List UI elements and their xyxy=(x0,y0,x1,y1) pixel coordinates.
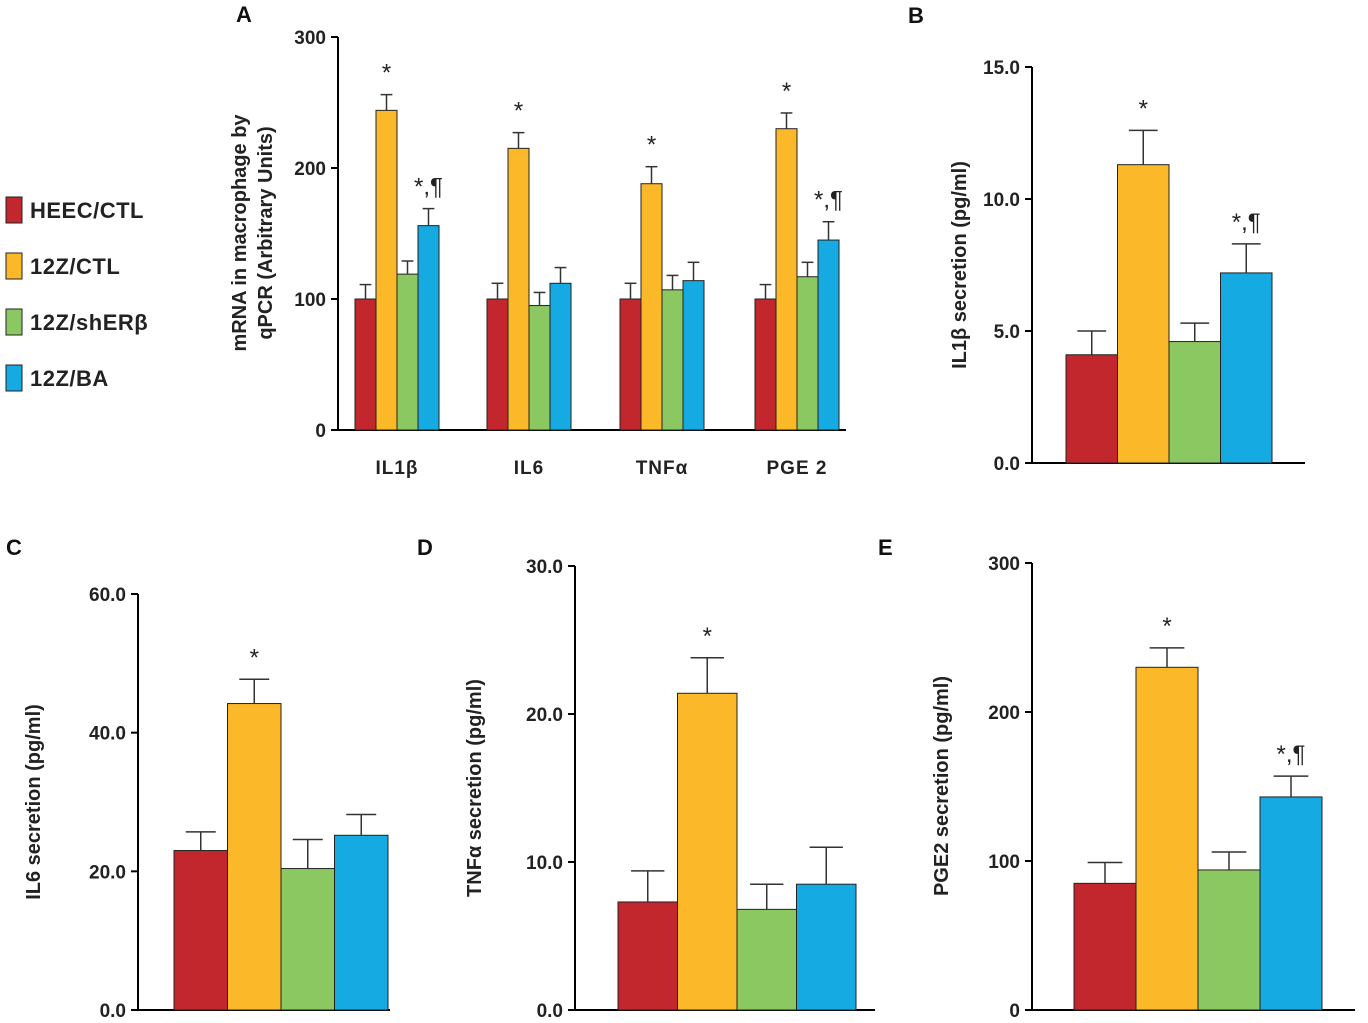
panel-a-bar-12z-ba xyxy=(549,282,572,431)
panel-a-significance-mark: * xyxy=(514,98,523,125)
legend-swatch-12z-ba xyxy=(5,364,23,392)
panel-a-bar-12z-ctl xyxy=(775,128,798,431)
panel-d-significance-mark: * xyxy=(703,623,712,650)
panel-a-y-axis-label-line2: qPCR (Arbitrary Units) xyxy=(255,126,277,339)
legend-swatch-heec-ctl xyxy=(5,196,23,224)
panel-e-significance-mark: *,¶ xyxy=(1277,741,1306,768)
panel-c-y-tick-label: 60.0 xyxy=(89,585,126,606)
panel-a-y-tick-label: 300 xyxy=(294,28,326,49)
panel-b-chart: B 0.0 5.0 10.0 15.0 IL1β secretion (pg/ml) * *,… xyxy=(908,3,1305,475)
legend-swatch-12z-sherb xyxy=(5,308,23,336)
panel-a-bar-12z-sher- xyxy=(396,273,419,431)
panel-a-bar-heec-ctl xyxy=(754,298,777,431)
panel-d-y-tick-label: 10.0 xyxy=(526,853,563,874)
panel-b-bar-12z-ba xyxy=(1220,272,1273,464)
panel-c-significance-mark: * xyxy=(250,644,259,671)
panel-a-y-axis-label-line1: mRNA in macrophage by xyxy=(229,114,251,352)
panel-d-y-tick-label: 30.0 xyxy=(526,557,563,578)
panel-d-y-tick-label: 20.0 xyxy=(526,705,563,726)
panel-a-significance-mark: *,¶ xyxy=(814,187,843,214)
panel-a-bar-12z-ctl xyxy=(640,183,663,431)
panel-a-y-tick-label: 200 xyxy=(294,159,326,180)
panel-d-y-tick-label: 0.0 xyxy=(537,1001,563,1022)
panel-a-bar-12z-ba xyxy=(417,225,440,431)
panel-d-letter: D xyxy=(417,535,433,560)
panel-c-y-axis-label: IL6 secretion (pg/ml) xyxy=(23,704,45,900)
panel-a-bar-heec-ctl xyxy=(354,298,377,431)
panel-c-y-tick-label: 40.0 xyxy=(89,724,126,745)
panel-d-bar-heec-ctl xyxy=(617,901,678,1011)
panel-d-bar-12z-ba xyxy=(796,883,857,1011)
panel-c-chart: C 0.0 20.0 40.0 60.0 IL6 secretion (pg/ml) * xyxy=(6,535,390,1022)
panel-b-y-tick-label: 10.0 xyxy=(983,190,1020,211)
panel-c-bar-12z-ctl xyxy=(227,703,282,1011)
panel-a-bar-12z-ctl xyxy=(375,109,398,431)
panel-e-bar-12z-sher- xyxy=(1197,869,1261,1011)
panel-a-significance-mark: * xyxy=(782,78,791,105)
panel-d-bar-12z-ctl xyxy=(677,692,738,1011)
panel-d-bar-12z-sher- xyxy=(736,908,797,1011)
panel-b-letter: B xyxy=(908,3,924,28)
panel-a-category-label: TNFα xyxy=(636,458,689,479)
panel-b-bar-heec-ctl xyxy=(1065,354,1118,464)
panel-a-category-label: IL6 xyxy=(514,458,544,479)
legend: HEEC/CTL 12Z/CTL 12Z/shERβ 12Z/BA xyxy=(5,196,148,392)
panel-a-significance-mark: * xyxy=(382,60,391,87)
legend-swatch-12z-ctl xyxy=(5,252,23,280)
panel-e-bar-12z-ctl xyxy=(1135,666,1199,1011)
panel-a-y-tick-label: 100 xyxy=(294,290,326,311)
panel-b-y-tick-label: 5.0 xyxy=(994,322,1020,343)
panel-a-bar-12z-ba xyxy=(682,280,705,431)
panel-e-y-tick-label: 300 xyxy=(988,554,1020,575)
panel-a-bar-12z-sher- xyxy=(528,305,551,431)
panel-a-bar-heec-ctl xyxy=(619,298,642,431)
panel-a-significance-mark: * xyxy=(647,132,656,159)
legend-label-heec-ctl: HEEC/CTL xyxy=(30,198,144,223)
panel-e-bar-12z-ba xyxy=(1259,796,1323,1011)
panel-a-bar-heec-ctl xyxy=(486,298,509,431)
panel-a-significance-mark: *,¶ xyxy=(414,174,443,201)
panel-b-y-axis-label: IL1β secretion (pg/ml) xyxy=(949,161,971,369)
panel-d-y-axis-label: TNFα secretion (pg/ml) xyxy=(464,679,486,897)
panel-c-bar-12z-ba xyxy=(334,834,389,1011)
panel-a-bar-12z-ba xyxy=(817,239,840,431)
panel-b-significance-mark: *,¶ xyxy=(1232,209,1261,236)
panel-e-y-axis-label: PGE2 secretion (pg/ml) xyxy=(931,676,953,896)
panel-e-bar-heec-ctl xyxy=(1073,882,1137,1011)
panel-e-significance-mark: * xyxy=(1162,613,1171,640)
panel-a-y-tick-label: 0 xyxy=(315,421,326,442)
panel-a-bar-12z-ctl xyxy=(507,147,530,431)
legend-label-12z-sherb: 12Z/shERβ xyxy=(30,310,148,335)
panel-c-y-tick-label: 20.0 xyxy=(89,862,126,883)
legend-label-12z-ctl: 12Z/CTL xyxy=(30,254,120,279)
panel-e-y-tick-label: 200 xyxy=(988,703,1020,724)
panel-c-y-tick-label: 0.0 xyxy=(100,1001,126,1022)
panel-c-bar-heec-ctl xyxy=(173,850,228,1011)
panel-e-y-tick-label: 0 xyxy=(1009,1001,1020,1022)
legend-label-12z-ba: 12Z/BA xyxy=(30,366,109,391)
panel-c-bar-12z-sher- xyxy=(280,868,335,1011)
panel-b-y-tick-label: 0.0 xyxy=(994,454,1020,475)
panel-a-chart: A 0 100 200 300 mRNA in macrophage by qPCR (Ar… xyxy=(229,2,846,479)
panel-b-y-tick-label: 15.0 xyxy=(983,58,1020,79)
panel-e-letter: E xyxy=(878,535,893,560)
panel-a-category-label: PGE 2 xyxy=(767,458,828,479)
panel-e-y-tick-label: 100 xyxy=(988,852,1020,873)
panel-d-chart: D 0.0 10.0 20.0 30.0 TNFα secretion (pg/ml) * xyxy=(417,535,875,1022)
panel-b-bar-12z-sher- xyxy=(1168,341,1221,464)
panel-b-bar-12z-ctl xyxy=(1117,164,1170,464)
panel-a-bar-12z-sher- xyxy=(661,289,684,431)
panel-c-letter: C xyxy=(6,535,22,560)
panel-a-category-label: IL1β xyxy=(375,458,418,479)
panel-b-significance-mark: * xyxy=(1139,95,1148,122)
panel-a-bar-12z-sher- xyxy=(796,276,819,431)
panel-a-letter: A xyxy=(236,2,252,27)
panel-e-chart: E 0 100 200 300 PGE2 secretion (pg/ml) * *,¶ xyxy=(878,535,1355,1022)
